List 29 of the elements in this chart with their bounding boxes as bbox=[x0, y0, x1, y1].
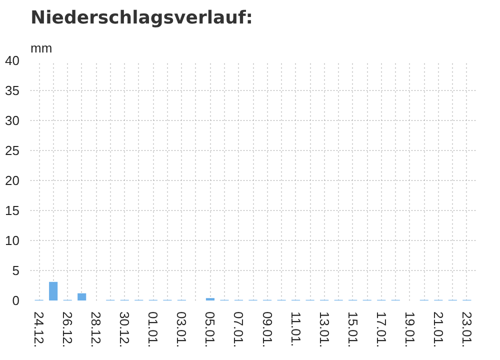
x-tick-label: 30.12. bbox=[117, 312, 132, 348]
x-tick-label: 24.12. bbox=[32, 312, 47, 348]
x-tick-label: 07.01. bbox=[231, 312, 246, 348]
x-tick-label: 13.01. bbox=[316, 312, 332, 348]
x-tick-label: 28.12. bbox=[88, 312, 104, 348]
x-tick-label: 17.01. bbox=[374, 312, 389, 348]
x-tick-label: 05.01. bbox=[202, 312, 218, 348]
x-tick-label: 26.12. bbox=[60, 312, 76, 348]
x-tick-label: 15.01. bbox=[345, 312, 360, 348]
y-tick-label: 40 bbox=[5, 53, 20, 68]
x-tick-label: 11.01. bbox=[288, 312, 304, 347]
y-tick-label: 10 bbox=[5, 233, 20, 248]
y-tick-label: 35 bbox=[5, 83, 20, 98]
y-axis-title: mm bbox=[30, 40, 52, 56]
y-tick-label: 5 bbox=[12, 263, 20, 278]
y-tick-label: 25 bbox=[5, 143, 20, 158]
x-tick-label: 03.01. bbox=[174, 312, 190, 348]
bar bbox=[78, 293, 86, 300]
x-tick-label: 09.01. bbox=[260, 312, 275, 348]
y-tick-label: 20 bbox=[5, 173, 20, 188]
y-tick-label: 30 bbox=[5, 113, 20, 128]
x-tick-label: 23.01. bbox=[459, 312, 474, 348]
chart-title: Niederschlagsverlauf: bbox=[30, 8, 254, 28]
y-tick-label: 15 bbox=[5, 203, 20, 218]
y-tick-label: 0 bbox=[12, 293, 20, 308]
x-tick-label: 21.01. bbox=[430, 312, 446, 348]
x-tick-label: 19.01. bbox=[402, 312, 418, 348]
bar bbox=[49, 282, 58, 300]
x-tick-label: 01.01. bbox=[146, 312, 161, 348]
